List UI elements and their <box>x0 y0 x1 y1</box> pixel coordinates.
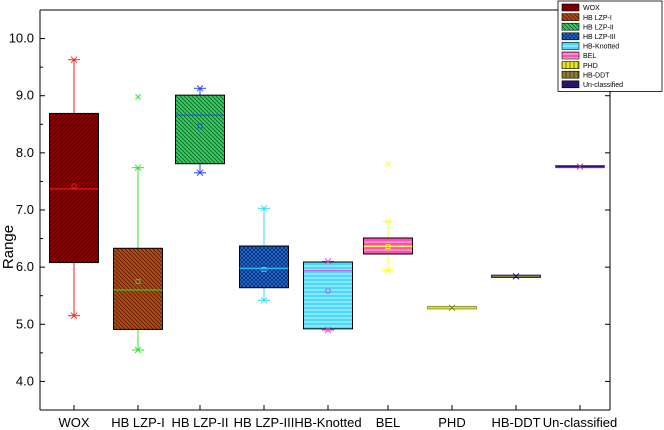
x-tick-label-hb-lzp-iii: HB LZP-III <box>234 415 295 430</box>
box-un-classified <box>555 163 605 170</box>
min-marker <box>134 346 142 354</box>
y-axis: 4.0 5.0 6.0 7.0 8.0 9.0 10.0 <box>9 9 611 411</box>
mean-marker <box>261 267 267 272</box>
box-iqr <box>363 237 413 255</box>
mean-marker <box>135 279 141 284</box>
legend-swatch-hb-lzp-i <box>561 13 580 21</box>
y-tick-label-4: 4.0 <box>16 373 34 388</box>
box-iqr <box>303 261 353 330</box>
box-iqr <box>113 247 163 330</box>
y-tick-label-5: 5.0 <box>16 316 34 331</box>
x-axis: WOX HB LZP-I HB LZP-II HB LZP-III HB-Knotted… <box>40 9 617 430</box>
box-iqr <box>239 245 289 289</box>
legend-label-hb-lzp-ii: HB LZP-II <box>583 24 614 31</box>
outlier-marker <box>385 161 391 168</box>
max-marker <box>324 258 332 265</box>
legend-swatch-hb-knotted <box>561 42 580 50</box>
mean-marker <box>385 244 391 249</box>
max-marker <box>134 164 142 172</box>
x-tick-label-phd: PHD <box>438 415 465 430</box>
mean-marker <box>197 123 203 129</box>
max-marker <box>70 56 78 64</box>
box-hb-ddt <box>491 272 541 280</box>
legend-swatch-hb-lzp-ii <box>561 22 580 31</box>
min-marker <box>260 296 268 304</box>
x-tick-label-hb-lzp-ii: HB LZP-II <box>171 415 228 430</box>
max-marker <box>196 84 204 92</box>
legend-swatch-phd <box>561 61 580 69</box>
plot-area <box>49 56 605 354</box>
box-hb-lzp-i <box>113 94 163 354</box>
legend-swatch-hb-lzp-iii <box>561 32 580 41</box>
mean-marker <box>448 304 456 312</box>
x-tick-label-wox: WOX <box>58 415 89 430</box>
outlier-marker <box>135 94 141 100</box>
legend-label-hb-knotted: HB-Knotted <box>583 44 619 51</box>
box-phd <box>427 304 477 312</box>
y-tick-label-7: 7.0 <box>16 202 34 217</box>
legend-label-phd: PHD <box>583 63 598 70</box>
mean-marker <box>325 288 331 294</box>
legend-label-hb-ddt: HB-DDT <box>583 72 610 79</box>
mean-marker <box>512 272 520 280</box>
min-marker <box>196 169 204 177</box>
mean-marker <box>576 163 584 170</box>
box-hb-lzp-ii <box>175 84 225 177</box>
legend-swatch-bel <box>561 51 580 60</box>
y-tick-label-9: 9.0 <box>16 88 34 103</box>
x-tick-label-un-classified: Un-classified <box>543 415 617 430</box>
max-marker <box>384 218 392 225</box>
legend-swatch-hb-ddt <box>561 70 580 79</box>
min-marker <box>324 326 332 334</box>
x-tick-label-hb-knotted: HB-Knotted <box>294 415 361 430</box>
box-bel <box>363 161 413 274</box>
legend-label-wox: WOX <box>583 5 600 12</box>
box-iqr <box>175 94 225 165</box>
mean-marker <box>71 183 77 189</box>
legend-label-un-classified: Un-classified <box>583 82 623 89</box>
legend-label-hb-lzp-i: HB LZP-I <box>583 15 612 22</box>
y-tick-label-10: 10.0 <box>9 31 34 46</box>
x-tick-label-hb-lzp-i: HB LZP-I <box>111 415 164 430</box>
y-tick-label-6: 6.0 <box>16 259 34 274</box>
legend-swatch-wox <box>561 3 580 12</box>
box-hb-knotted <box>303 258 353 334</box>
legend-label-hb-lzp-iii: HB LZP-III <box>583 34 616 41</box>
min-marker <box>384 267 392 274</box>
box-wox <box>49 56 99 320</box>
max-marker <box>260 204 268 212</box>
legend-swatch-un-classified <box>561 80 580 89</box>
y-axis-title: Range <box>0 225 17 269</box>
min-marker <box>70 312 78 320</box>
x-tick-label-hb-ddt: HB-DDT <box>491 415 540 430</box>
legend: WOX HB LZP-I HB LZP-II HB LZP-III HB-Knotted… <box>557 0 663 92</box>
y-tick-label-8: 8.0 <box>16 145 34 160</box>
box-hb-lzp-iii <box>239 204 289 304</box>
x-tick-label-bel: BEL <box>376 415 401 430</box>
legend-label-bel: BEL <box>583 53 596 60</box>
